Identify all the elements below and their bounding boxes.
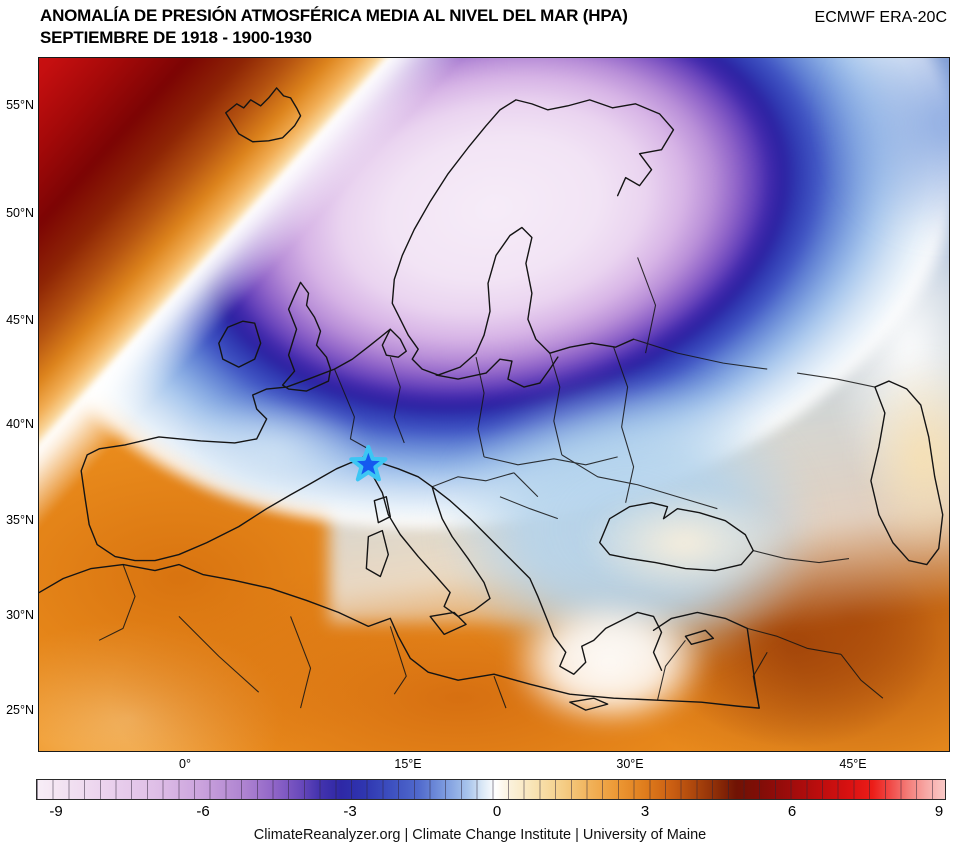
colorbar-cell-dividers [37, 780, 945, 799]
country-borders-layer [98, 257, 884, 709]
lat-tick-25n: 25°N [6, 703, 34, 717]
lon-tick-30e: 30°E [616, 757, 644, 771]
lat-tick-45n: 45°N [6, 313, 34, 327]
anomaly-map [38, 57, 950, 752]
location-star-marker [349, 444, 388, 482]
page-title: ANOMALÍA DE PRESIÓN ATMOSFÉRICA MEDIA AL… [40, 5, 628, 49]
colorbar-tick--3: -3 [343, 803, 357, 820]
lat-tick-35n: 35°N [6, 513, 34, 527]
lat-tick-40n: 40°N [6, 417, 34, 431]
colorbar [36, 779, 946, 800]
colorbar-tick--6: -6 [196, 803, 210, 820]
lat-tick-50n: 50°N [6, 206, 34, 220]
coastlines-layer [39, 87, 944, 711]
lon-tick-0: 0° [179, 757, 191, 771]
lat-tick-55n: 55°N [6, 98, 34, 112]
colorbar-tick-9: 9 [934, 803, 944, 820]
credit-line: ClimateReanalyzer.org | Climate Change I… [253, 827, 707, 843]
colorbar-tick--9: -9 [49, 803, 63, 820]
colorbar-tick-6: 6 [787, 803, 797, 820]
title-line-1: ANOMALÍA DE PRESIÓN ATMOSFÉRICA MEDIA AL… [40, 6, 628, 25]
dataset-source-label: ECMWF ERA-20C [814, 9, 947, 26]
colorbar-tick-0: 0 [492, 803, 502, 820]
lon-tick-15e: 15°E [394, 757, 422, 771]
title-line-2: SEPTIEMBRE DE 1918 - 1900-1930 [40, 28, 312, 47]
lon-tick-45e: 45°E [839, 757, 867, 771]
lat-tick-30n: 30°N [6, 608, 34, 622]
colorbar-tick-3: 3 [640, 803, 650, 820]
